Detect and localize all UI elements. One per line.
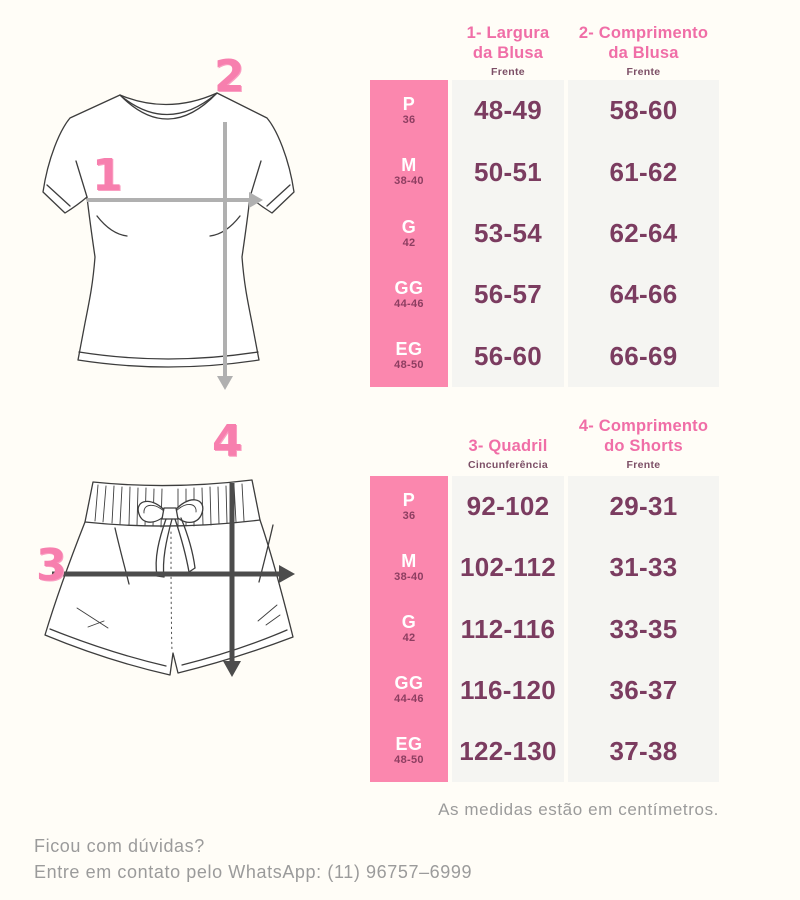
shorts-size-column: P 36 M 38-40 G 42 GG 44-46 EG 48-50 <box>370 476 448 782</box>
whatsapp-contact: Entre em contato pelo WhatsApp: (11) 967… <box>34 862 473 882</box>
table-value: 102-112 <box>459 552 557 583</box>
shorts-hip-header: 3- Quadril Cincunferência <box>446 403 570 471</box>
faq-question: Ficou com dúvidas? <box>34 836 205 856</box>
table-value: 29-31 <box>609 491 678 522</box>
header-subtitle: Frente <box>626 459 661 471</box>
measure-label-3: 3 <box>36 540 67 591</box>
table-value: 61-62 <box>609 156 678 187</box>
units-note: As medidas estão em centímetros. <box>438 800 719 819</box>
table-value: 122-130 <box>459 735 557 766</box>
size-range: 44-46 <box>394 297 424 310</box>
shorts-length-column: 29-31 31-33 33-35 36-37 37-38 <box>568 476 719 782</box>
header-subtitle: Frente <box>626 66 661 78</box>
header-title-line: da Blusa <box>472 44 544 62</box>
size-range: 36 <box>402 113 416 126</box>
measure-label-4: 4 <box>212 416 243 467</box>
table-value: 64-66 <box>609 279 678 310</box>
blusa-length-header: 2- Comprimento da Blusa Frente <box>568 10 719 78</box>
table-value: 56-57 <box>474 279 542 310</box>
table-value: 62-64 <box>609 218 678 249</box>
table-value: 92-102 <box>466 491 550 522</box>
header-title-line: 3- Quadril <box>468 437 548 455</box>
table-value: 116-120 <box>459 674 557 705</box>
table-value: 66-69 <box>609 340 678 371</box>
size-cell: P 36 <box>370 476 448 537</box>
shorts-length-header: 4- Comprimento do Shorts Frente <box>568 403 719 471</box>
blusa-width-column: 48-49 50-51 53-54 56-57 56-60 <box>452 80 564 387</box>
table-value: 112-116 <box>460 613 556 644</box>
blusa-size-column: P 36 M 38-40 G 42 GG 44-46 EG 48-50 <box>370 80 448 387</box>
header-subtitle: Frente <box>491 66 525 78</box>
table-value: 36-37 <box>609 674 678 705</box>
shorts-hip-column: 92-102 102-112 112-116 116-120 122-130 <box>452 476 564 782</box>
size-cell: GG 44-46 <box>370 660 448 721</box>
measure-label-1: 1 <box>92 150 123 201</box>
table-value: 56-60 <box>474 340 542 371</box>
size-cell: G 42 <box>370 203 448 264</box>
size-cell: EG 48-50 <box>370 326 448 387</box>
size-cell: GG 44-46 <box>370 264 448 325</box>
size-label: GG <box>394 673 424 694</box>
size-label: G <box>401 216 417 237</box>
blusa-width-arrow-icon <box>87 192 263 208</box>
size-range: 38-40 <box>394 175 424 188</box>
size-label: P <box>402 489 416 510</box>
table-value: 37-38 <box>609 735 678 766</box>
table-value: 58-60 <box>609 95 678 126</box>
size-label: P <box>402 93 416 114</box>
header-title-line: do Shorts <box>604 437 683 455</box>
size-label: GG <box>394 277 424 298</box>
header-title-line: da Blusa <box>608 44 679 62</box>
header-title-line: 1- Largura <box>466 24 550 42</box>
table-value: 33-35 <box>609 613 678 644</box>
shorts-illustration <box>44 479 295 677</box>
size-range: 42 <box>402 236 416 249</box>
size-range: 48-50 <box>394 754 424 767</box>
table-value: 31-33 <box>609 552 678 583</box>
shorts-hip-arrow-icon <box>52 565 295 583</box>
blusa-length-column: 58-60 61-62 62-64 64-66 66-69 <box>568 80 719 387</box>
size-range: 36 <box>402 509 416 522</box>
header-title-line: 2- Comprimento <box>578 24 709 42</box>
size-label: EG <box>395 339 423 360</box>
size-range: 44-46 <box>394 693 424 706</box>
size-cell: P 36 <box>370 80 448 141</box>
blusa-length-arrow-icon <box>217 122 233 390</box>
size-cell: M 38-40 <box>370 141 448 202</box>
size-range: 48-50 <box>394 359 424 372</box>
size-label: M <box>401 155 417 176</box>
shorts-length-arrow-icon <box>223 483 241 677</box>
header-title-line: 4- Comprimento <box>578 417 709 435</box>
size-cell: EG 48-50 <box>370 721 448 782</box>
size-range: 38-40 <box>394 570 424 583</box>
table-value: 53-54 <box>474 218 542 249</box>
measure-label-2: 2 <box>214 51 245 102</box>
size-label: EG <box>395 734 423 755</box>
table-value: 48-49 <box>474 95 542 126</box>
size-range: 42 <box>402 632 416 644</box>
size-cell: M 38-40 <box>370 537 448 598</box>
table-value: 50-51 <box>474 156 542 187</box>
size-cell: G 42 <box>370 598 448 659</box>
blusa-width-header: 1- Largura da Blusa Frente <box>446 10 570 78</box>
size-label: G <box>401 612 417 632</box>
blusa-illustration <box>42 92 295 390</box>
header-subtitle: Cincunferência <box>467 459 549 471</box>
size-label: M <box>401 550 417 571</box>
